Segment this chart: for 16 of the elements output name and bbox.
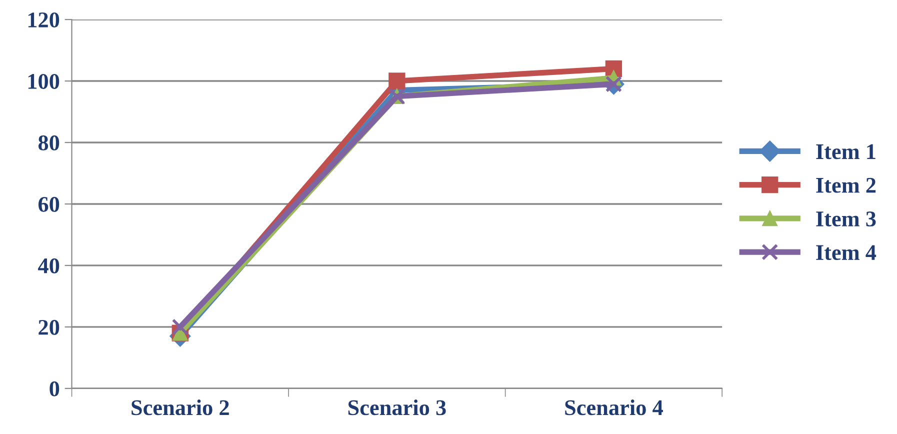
y-tick-label: 100 — [28, 74, 60, 89]
legend-label: Item 1 — [816, 144, 876, 160]
y-tick-label: 40 — [38, 258, 60, 274]
legend-label: Item 2 — [816, 178, 876, 193]
y-tick-label: 80 — [38, 135, 60, 150]
y-tick-label: 20 — [38, 320, 60, 335]
x-tick-label: Scenario 3 — [348, 400, 446, 416]
point — [172, 318, 188, 336]
legend-label: Item 3 — [816, 211, 876, 226]
y-tick-label: 0 — [50, 381, 60, 396]
legend-label: Item 4 — [816, 245, 876, 260]
y-tick-label: 60 — [38, 196, 60, 212]
y-tick-label: 120 — [28, 12, 60, 28]
x-tick-label: Scenario 2 — [132, 400, 229, 416]
x-tick-label: Scenario 4 — [565, 400, 663, 416]
point — [388, 72, 406, 90]
